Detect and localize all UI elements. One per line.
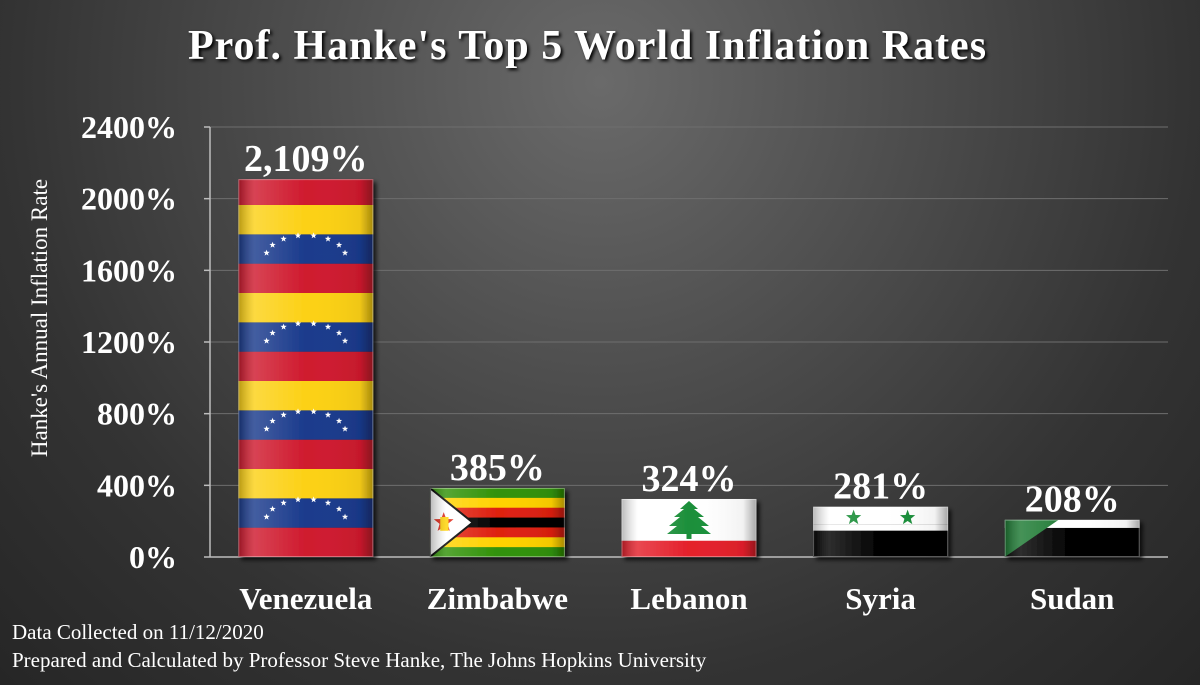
bar-sudan [1004,519,1140,558]
y-tick-label: 2000% [81,181,177,217]
y-tick-label: 400% [97,467,177,503]
bar-fill-sudan [1004,519,1140,557]
bar-zimbabwe [429,488,565,558]
y-tick-label: 1200% [81,324,177,360]
bar-fill-zimbabwe [429,488,565,558]
chart-title: Prof. Hanke's Top 5 World Inflation Rate… [187,23,988,69]
data-label-sudan: 208% [1025,479,1120,521]
category-label-syria: Syria [845,581,916,616]
category-label-zimbabwe: Zimbabwe [427,581,568,616]
bar-fill-lebanon [621,498,757,557]
bar-syria [813,506,949,558]
data-label-zimbabwe: 385% [450,447,545,489]
bar-fill-venezuela [238,179,374,557]
bar-lebanon [621,498,757,558]
y-tick-label: 1600% [81,252,177,288]
y-tick-label: 2400% [81,109,177,145]
bar-venezuela [238,179,374,557]
data-label-lebanon: 324% [642,458,737,500]
category-label-venezuela: Venezuela [239,581,373,616]
y-tick-label: 800% [97,396,177,432]
bar-fill-syria [813,506,949,557]
data-label-venezuela: 2,109% [244,138,368,180]
data-collected-note: Data Collected on 11/12/2020 [12,620,264,644]
category-label-lebanon: Lebanon [630,581,747,616]
category-label-sudan: Sudan [1030,581,1114,616]
y-tick-label: 0% [129,539,177,575]
source-credit-note: Prepared and Calculated by Professor Ste… [12,648,707,672]
data-label-syria: 281% [833,466,928,508]
